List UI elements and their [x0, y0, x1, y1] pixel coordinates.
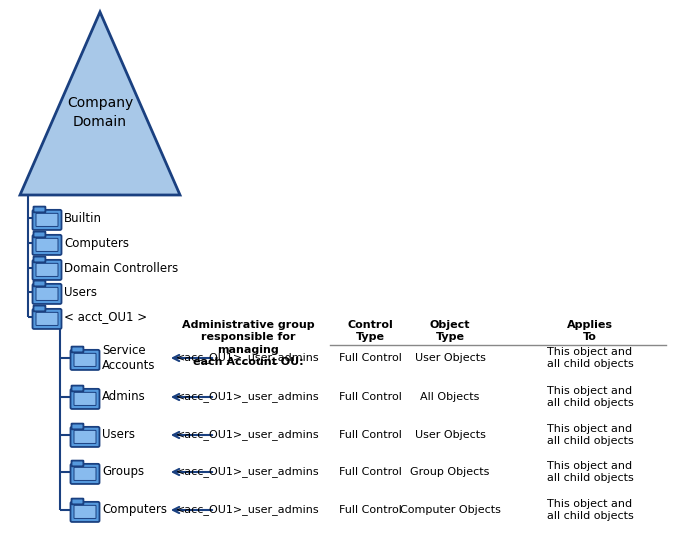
FancyBboxPatch shape: [32, 260, 61, 280]
FancyBboxPatch shape: [71, 427, 100, 447]
FancyBboxPatch shape: [71, 464, 100, 484]
FancyBboxPatch shape: [71, 499, 84, 505]
Text: <acc_OU1>_user_admins: <acc_OU1>_user_admins: [176, 430, 319, 440]
Text: Groups: Groups: [102, 466, 144, 479]
FancyBboxPatch shape: [32, 309, 61, 329]
Text: <acc_OU1>_user_admins: <acc_OU1>_user_admins: [176, 391, 319, 403]
FancyBboxPatch shape: [71, 502, 100, 522]
FancyBboxPatch shape: [36, 238, 58, 252]
Text: Admins: Admins: [102, 390, 146, 404]
FancyBboxPatch shape: [34, 306, 45, 312]
Text: Applies
To: Applies To: [567, 320, 613, 342]
Text: This object and
all child objects: This object and all child objects: [547, 347, 634, 369]
FancyBboxPatch shape: [74, 467, 96, 480]
Text: Full Control: Full Control: [338, 430, 402, 440]
Text: This object and
all child objects: This object and all child objects: [547, 461, 634, 483]
Text: Users: Users: [64, 286, 97, 299]
Polygon shape: [20, 12, 180, 195]
FancyBboxPatch shape: [34, 232, 45, 237]
Text: Full Control: Full Control: [338, 353, 402, 363]
Text: Full Control: Full Control: [338, 505, 402, 515]
FancyBboxPatch shape: [74, 354, 96, 367]
FancyBboxPatch shape: [71, 350, 100, 370]
Text: Domain Controllers: Domain Controllers: [64, 261, 178, 274]
FancyBboxPatch shape: [32, 235, 61, 255]
Text: Company
Domain: Company Domain: [67, 96, 133, 129]
Text: Computer Objects: Computer Objects: [400, 505, 500, 515]
Text: Group Objects: Group Objects: [410, 467, 490, 477]
Text: <acc_OU1>_user_admins: <acc_OU1>_user_admins: [176, 467, 319, 478]
FancyBboxPatch shape: [71, 347, 84, 353]
Text: This object and
all child objects: This object and all child objects: [547, 499, 634, 521]
Text: User Objects: User Objects: [415, 353, 485, 363]
FancyBboxPatch shape: [74, 392, 96, 405]
Text: Full Control: Full Control: [338, 467, 402, 477]
FancyBboxPatch shape: [71, 385, 84, 391]
Text: User Objects: User Objects: [415, 430, 485, 440]
Text: Object
Type: Object Type: [430, 320, 470, 342]
FancyBboxPatch shape: [71, 389, 100, 409]
Text: <acc_OU1>_user_admins: <acc_OU1>_user_admins: [176, 353, 319, 363]
Text: Builtin: Builtin: [64, 211, 102, 225]
FancyBboxPatch shape: [74, 506, 96, 519]
Text: < acct_OU1 >: < acct_OU1 >: [64, 310, 147, 323]
Text: Service
Accounts: Service Accounts: [102, 344, 156, 372]
FancyBboxPatch shape: [71, 424, 84, 430]
Text: This object and
all child objects: This object and all child objects: [547, 386, 634, 408]
Text: Computers: Computers: [102, 503, 167, 516]
FancyBboxPatch shape: [32, 210, 61, 230]
FancyBboxPatch shape: [34, 257, 45, 262]
FancyBboxPatch shape: [71, 461, 84, 466]
Text: Full Control: Full Control: [338, 392, 402, 402]
FancyBboxPatch shape: [36, 312, 58, 326]
FancyBboxPatch shape: [36, 264, 58, 277]
FancyBboxPatch shape: [36, 213, 58, 226]
Text: All Objects: All Objects: [421, 392, 480, 402]
Text: Computers: Computers: [64, 237, 129, 250]
Text: Users: Users: [102, 429, 135, 441]
Text: This object and
all child objects: This object and all child objects: [547, 424, 634, 446]
Text: Control
Type: Control Type: [347, 320, 393, 342]
FancyBboxPatch shape: [34, 206, 45, 212]
Text: Administrative group
responsible for
managing
each Account OU:: Administrative group responsible for man…: [182, 320, 314, 367]
FancyBboxPatch shape: [34, 281, 45, 286]
FancyBboxPatch shape: [36, 287, 58, 300]
Text: <acc_OU1>_user_admins: <acc_OU1>_user_admins: [176, 505, 319, 515]
FancyBboxPatch shape: [74, 430, 96, 444]
FancyBboxPatch shape: [32, 284, 61, 304]
